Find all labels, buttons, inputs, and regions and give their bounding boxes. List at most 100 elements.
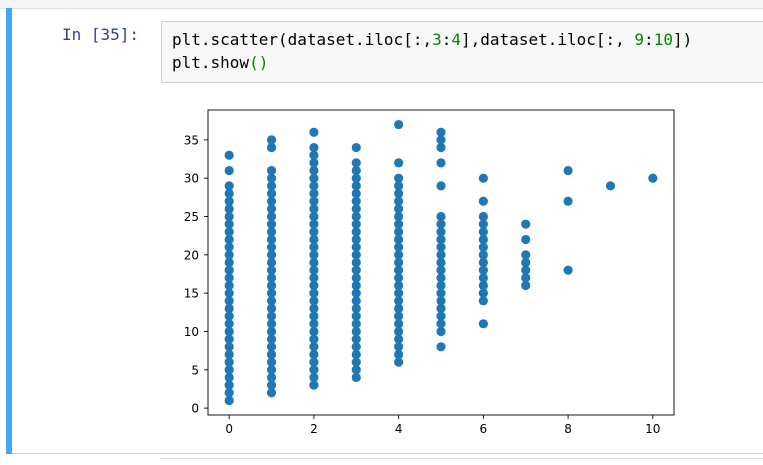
code-line: plt.show() <box>172 51 692 74</box>
scatter-point <box>224 349 234 360</box>
scatter-point <box>224 204 234 214</box>
scatter-point <box>351 158 361 168</box>
scatter-point <box>224 219 234 229</box>
scatter-point <box>394 234 404 245</box>
scatter-point <box>478 280 488 291</box>
scatter-point <box>266 288 277 298</box>
scatter-point <box>309 319 319 329</box>
scatter-point <box>309 296 319 306</box>
scatter-point <box>436 296 446 306</box>
scatter-point <box>266 257 277 268</box>
scatter-point <box>478 196 488 206</box>
scatter-point <box>351 196 361 206</box>
previous-cell-edge <box>0 0 763 9</box>
scatter-point <box>394 280 404 291</box>
scatter-point <box>394 334 404 344</box>
scatter-point <box>394 296 404 306</box>
y-tick-label: 0 <box>191 402 199 416</box>
scatter-point <box>394 265 404 275</box>
scatter-point <box>521 219 531 229</box>
scatter-point <box>478 211 488 222</box>
scatter-point <box>351 142 361 153</box>
scatter-point <box>478 296 488 306</box>
scatter-point <box>436 127 446 137</box>
scatter-point <box>436 257 446 268</box>
scatter-point <box>436 219 446 229</box>
scatter-point <box>266 173 277 183</box>
scatter-point <box>224 250 234 260</box>
scatter-point <box>521 265 531 275</box>
scatter-point <box>605 181 616 191</box>
y-tick-label: 30 <box>184 172 199 186</box>
scatter-point <box>309 227 319 237</box>
scatter-point <box>351 227 361 237</box>
scatter-point <box>351 250 361 260</box>
scatter-point <box>351 357 361 367</box>
scatter-point <box>436 181 446 191</box>
scatter-point <box>309 173 319 183</box>
scatter-point <box>309 342 319 352</box>
scatter-point <box>224 288 234 298</box>
y-tick-label: 5 <box>191 363 199 377</box>
scatter-point <box>394 227 404 237</box>
scatter-point <box>394 342 404 352</box>
scatter-point <box>351 319 361 329</box>
code-token: 9 <box>634 30 645 49</box>
scatter-point <box>436 227 446 237</box>
scatter-point <box>351 334 361 344</box>
notebook-cell[interactable]: In [35]: plt.scatter(dataset.iloc[:,3:4]… <box>6 8 763 454</box>
scatter-point <box>478 173 488 183</box>
scatter-point <box>563 165 573 176</box>
scatter-point <box>266 181 277 191</box>
code-text[interactable]: plt.scatter(dataset.iloc[:,3:4],dataset.… <box>172 28 692 74</box>
cell-output: 0 2 4 6 8 10 0 5 10 15 20 25 30 35 <box>161 98 701 448</box>
scatter-point <box>309 372 319 383</box>
scatter-point <box>224 280 234 291</box>
scatter-point <box>224 342 234 352</box>
scatter-point <box>266 188 277 199</box>
scatter-point <box>351 342 361 352</box>
scatter-point <box>309 181 319 191</box>
code-token: ]) <box>672 30 693 49</box>
plot-frame <box>207 109 675 416</box>
scatter-point <box>351 181 361 191</box>
scatter-point <box>436 319 446 329</box>
scatter-point <box>224 334 234 344</box>
scatter-point <box>478 288 488 298</box>
scatter-point <box>224 388 234 398</box>
scatter-point <box>266 135 277 145</box>
scatter-point <box>309 196 319 206</box>
scatter-point <box>266 196 277 206</box>
scatter-point <box>266 250 277 260</box>
scatter-point <box>309 219 319 229</box>
scatter-point <box>394 326 404 337</box>
scatter-point <box>478 227 488 237</box>
scatter-point <box>224 380 234 390</box>
code-token: 4 <box>451 30 462 49</box>
scatter-point <box>266 142 277 153</box>
scatter-point <box>351 288 361 298</box>
scatter-point <box>436 250 446 260</box>
code-token: plt.show <box>172 53 250 72</box>
scatter-point <box>436 342 446 352</box>
scatter-point <box>478 242 488 252</box>
scatter-point <box>351 303 361 314</box>
scatter-point <box>266 357 277 367</box>
scatter-point <box>224 395 234 406</box>
scatter-point <box>436 288 446 298</box>
code-editor[interactable]: plt.scatter(dataset.iloc[:,3:4],dataset.… <box>161 21 763 83</box>
next-cell-edge <box>160 458 763 465</box>
scatter-point <box>351 265 361 275</box>
scatter-point <box>266 303 277 314</box>
x-tick-label: 4 <box>395 422 403 436</box>
y-tick-label: 20 <box>184 248 199 262</box>
scatter-point <box>351 188 361 199</box>
scatter-point <box>394 119 404 130</box>
code-token: 3 <box>432 30 442 49</box>
scatter-point <box>521 273 531 283</box>
y-tick-label: 10 <box>184 325 199 339</box>
code-token: () <box>249 53 269 72</box>
scatter-point <box>521 280 531 291</box>
input-prompt: In [35]: <box>62 25 140 44</box>
scatter-point <box>436 135 446 145</box>
